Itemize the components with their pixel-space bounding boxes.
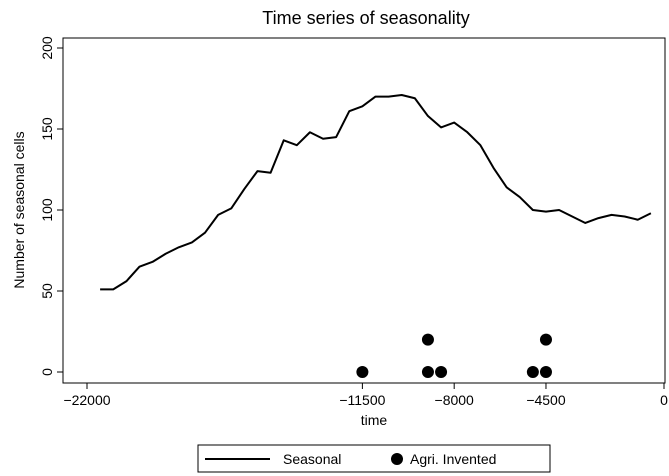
scatter-point xyxy=(539,366,552,378)
plot-frame xyxy=(62,37,666,384)
legend-marker xyxy=(391,453,403,465)
y-axis-title: Number of seasonal cells xyxy=(11,131,27,288)
x-tick-label: −4500 xyxy=(526,392,566,408)
legend-label: Agri. Invented xyxy=(410,451,496,467)
x-tick-label: −22000 xyxy=(63,392,110,408)
legend-label: Seasonal xyxy=(283,451,341,467)
x-tick-label: −11500 xyxy=(339,392,385,408)
series-line xyxy=(100,93,652,291)
y-tick-label: 200 xyxy=(39,36,55,60)
scatter-point xyxy=(539,333,552,346)
scatter-point xyxy=(356,366,369,378)
x-tick-label: −8000 xyxy=(435,392,475,408)
scatter-point xyxy=(421,333,434,346)
y-tick-label: 100 xyxy=(39,198,55,222)
chart-title: Time series of seasonality xyxy=(262,8,469,28)
y-tick-label: 50 xyxy=(39,283,55,299)
y-tick-label: 0 xyxy=(39,368,55,376)
scatter-point xyxy=(526,366,539,378)
x-tick-label: 0 xyxy=(660,392,668,408)
x-axis-title: time xyxy=(361,412,388,428)
scatter-point xyxy=(421,366,434,378)
y-tick-label: 150 xyxy=(39,117,55,141)
scatter-point xyxy=(435,366,448,378)
